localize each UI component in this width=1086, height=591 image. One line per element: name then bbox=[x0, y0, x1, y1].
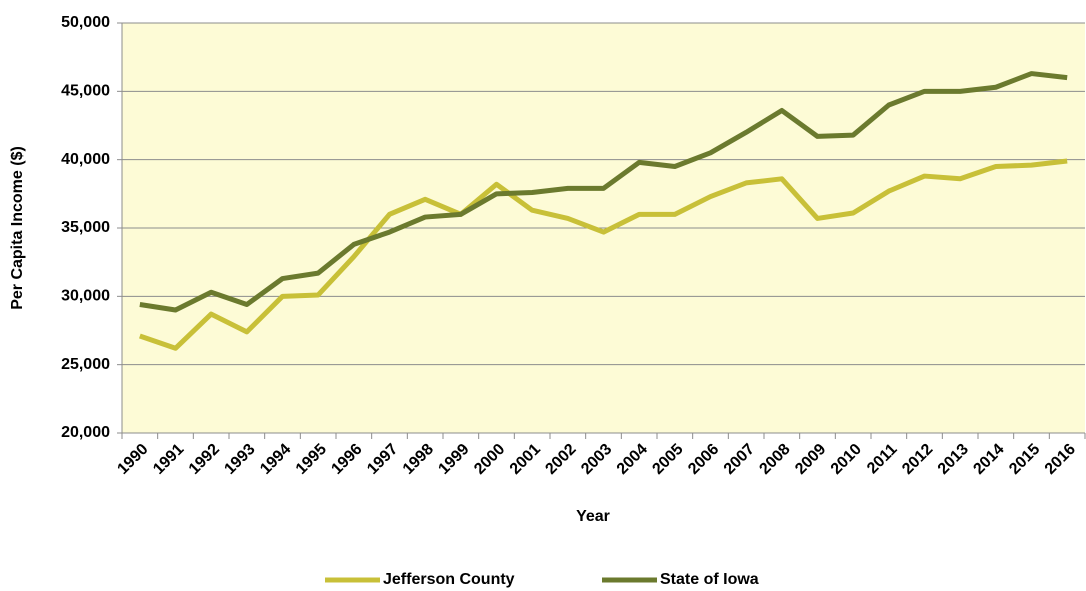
x-tick-label: 1994 bbox=[257, 441, 294, 478]
y-axis-label: Per Capita Income ($) bbox=[9, 146, 26, 310]
x-tick-label: 1992 bbox=[186, 441, 223, 478]
x-tick-label: 2001 bbox=[507, 441, 544, 478]
y-tick-label: 45,000 bbox=[61, 83, 110, 100]
x-tick-label: 2003 bbox=[578, 441, 615, 478]
y-tick-label: 30,000 bbox=[61, 288, 110, 305]
x-tick-label: 1991 bbox=[150, 441, 187, 478]
x-tick-label: 2009 bbox=[792, 441, 829, 478]
x-tick-label: 1998 bbox=[400, 441, 437, 478]
x-tick-label: 1990 bbox=[114, 441, 151, 478]
x-tick-label: 2006 bbox=[685, 441, 722, 478]
x-tick-label: 2005 bbox=[649, 441, 686, 478]
x-tick-label: 2015 bbox=[1006, 441, 1043, 478]
x-tick-label: 1997 bbox=[364, 441, 401, 478]
legend-label: Jefferson County bbox=[383, 571, 515, 588]
y-tick-label: 50,000 bbox=[61, 14, 110, 31]
x-tick-label: 2007 bbox=[721, 441, 758, 478]
legend-label: State of Iowa bbox=[660, 571, 759, 588]
x-tick-label: 1995 bbox=[293, 441, 330, 478]
series-line bbox=[139, 71, 1068, 313]
x-tick-label: 1993 bbox=[221, 441, 258, 478]
x-tick-label: 2012 bbox=[899, 441, 936, 478]
y-tick-label: 35,000 bbox=[61, 219, 110, 236]
x-tick-label: 2008 bbox=[756, 441, 793, 478]
series-line bbox=[139, 158, 1068, 351]
x-tick-label: 2004 bbox=[614, 441, 651, 478]
x-tick-label: 1996 bbox=[328, 441, 365, 478]
x-tick-label: 2014 bbox=[970, 441, 1007, 478]
x-tick-label: 2013 bbox=[935, 441, 972, 478]
y-tick-label: 40,000 bbox=[61, 151, 110, 168]
x-tick-label: 1999 bbox=[435, 441, 472, 478]
x-axis-label: Year bbox=[576, 508, 610, 525]
x-tick-label: 2002 bbox=[542, 441, 579, 478]
x-tick-label: 2000 bbox=[471, 441, 508, 478]
x-tick-label: 2011 bbox=[864, 441, 901, 478]
x-tick-label: 2010 bbox=[828, 441, 865, 478]
x-tick-label: 2016 bbox=[1042, 441, 1079, 478]
y-tick-label: 20,000 bbox=[61, 424, 110, 441]
y-tick-label: 25,000 bbox=[61, 356, 110, 373]
